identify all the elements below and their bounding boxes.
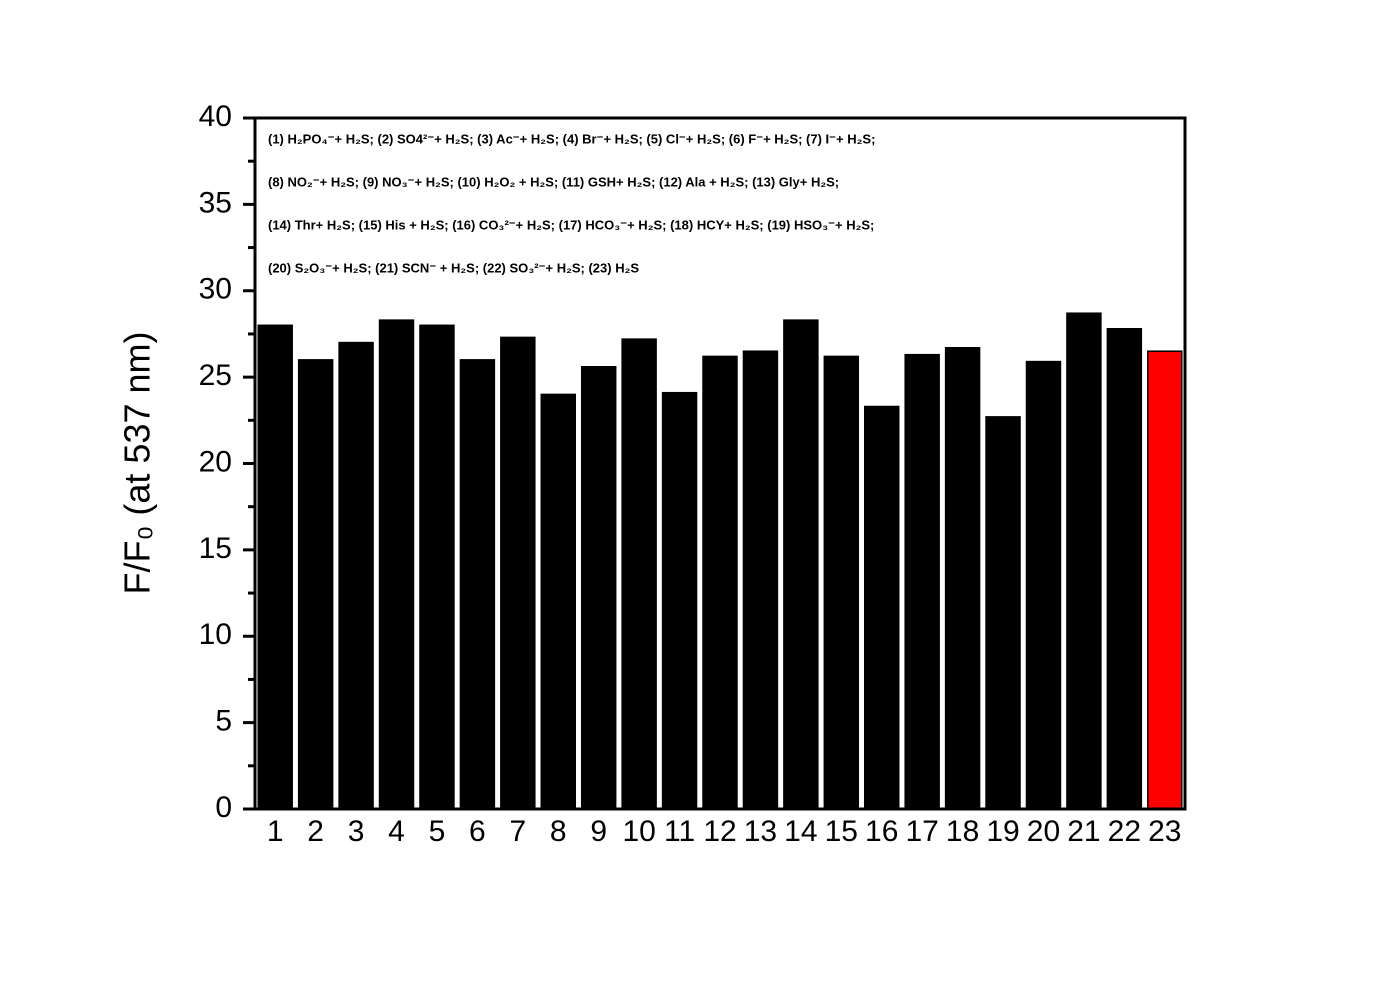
x-tick-label: 22 (1108, 815, 1141, 848)
x-tick-label: 8 (550, 815, 567, 848)
bar (419, 324, 455, 810)
x-tick-label: 2 (307, 815, 324, 848)
x-tick-label: 23 (1148, 815, 1181, 848)
bar (702, 355, 738, 810)
y-tick-label: 20 (199, 445, 232, 478)
x-tick-label: 19 (986, 815, 1019, 848)
x-tick-label: 21 (1067, 815, 1100, 848)
annotation: (14) Thr+ H₂S; (15) His + H₂S; (16) CO₃²… (268, 217, 874, 232)
x-tick-label: 20 (1027, 815, 1060, 848)
bar (823, 355, 860, 810)
annotation: (8) NO₂⁻+ H₂S; (9) NO₃⁻+ H₂S; (10) H₂O₂ … (268, 174, 839, 189)
y-tick-label: 25 (199, 359, 232, 392)
bar (904, 353, 940, 810)
y-tick-label: 0 (215, 791, 232, 824)
x-tick-label: 15 (825, 815, 858, 848)
plot-frame (253, 116, 1187, 811)
bar (580, 366, 617, 810)
x-tick-label: 7 (509, 815, 526, 848)
bar (338, 341, 374, 810)
x-tick-label: 6 (469, 815, 486, 848)
y-tick-label: 35 (199, 186, 232, 219)
annotation: (1) H₂PO₄⁻+ H₂S; (2) SO4²⁻+ H₂S; (3) Ac⁻… (268, 131, 875, 146)
x-tick-label: 5 (429, 815, 446, 848)
y-tick-label: 40 (199, 100, 232, 133)
bar (864, 405, 900, 810)
bar (297, 359, 334, 810)
bar (985, 416, 1021, 810)
bar (1106, 328, 1143, 810)
y-tick-label: 5 (215, 705, 232, 738)
bar (661, 391, 698, 810)
bar (459, 359, 496, 810)
bar (944, 347, 981, 810)
bar (378, 319, 415, 810)
x-tick-label: 9 (590, 815, 607, 848)
bar (257, 324, 293, 810)
x-tick-label: 4 (388, 815, 405, 848)
bar (1066, 312, 1102, 810)
x-tick-label: 12 (703, 815, 736, 848)
x-tick-label: 14 (784, 815, 817, 848)
y-tick-label: 10 (199, 618, 232, 651)
x-tick-label: 1 (267, 815, 284, 848)
bar (1147, 350, 1183, 810)
x-tick-label: 11 (664, 815, 695, 848)
x-tick-label: 16 (865, 815, 898, 848)
x-tick-label: 18 (946, 815, 979, 848)
bar (1025, 360, 1062, 810)
bar (621, 338, 657, 810)
annotation: (20) S₂O₃⁻+ H₂S; (21) SCN⁻ + H₂S; (22) S… (268, 260, 639, 275)
x-tick-label: 3 (348, 815, 365, 848)
x-tick-label: 13 (744, 815, 777, 848)
x-tick-label: 17 (905, 815, 938, 848)
bar (783, 319, 819, 810)
y-tick-label: 30 (199, 273, 232, 306)
y-axis-label: F/F₀ (at 537 nm) (117, 331, 158, 594)
bar (742, 350, 779, 810)
y-tick-label: 15 (199, 532, 232, 565)
bar (500, 336, 536, 810)
bar (540, 393, 576, 810)
x-tick-label: 10 (622, 815, 655, 848)
